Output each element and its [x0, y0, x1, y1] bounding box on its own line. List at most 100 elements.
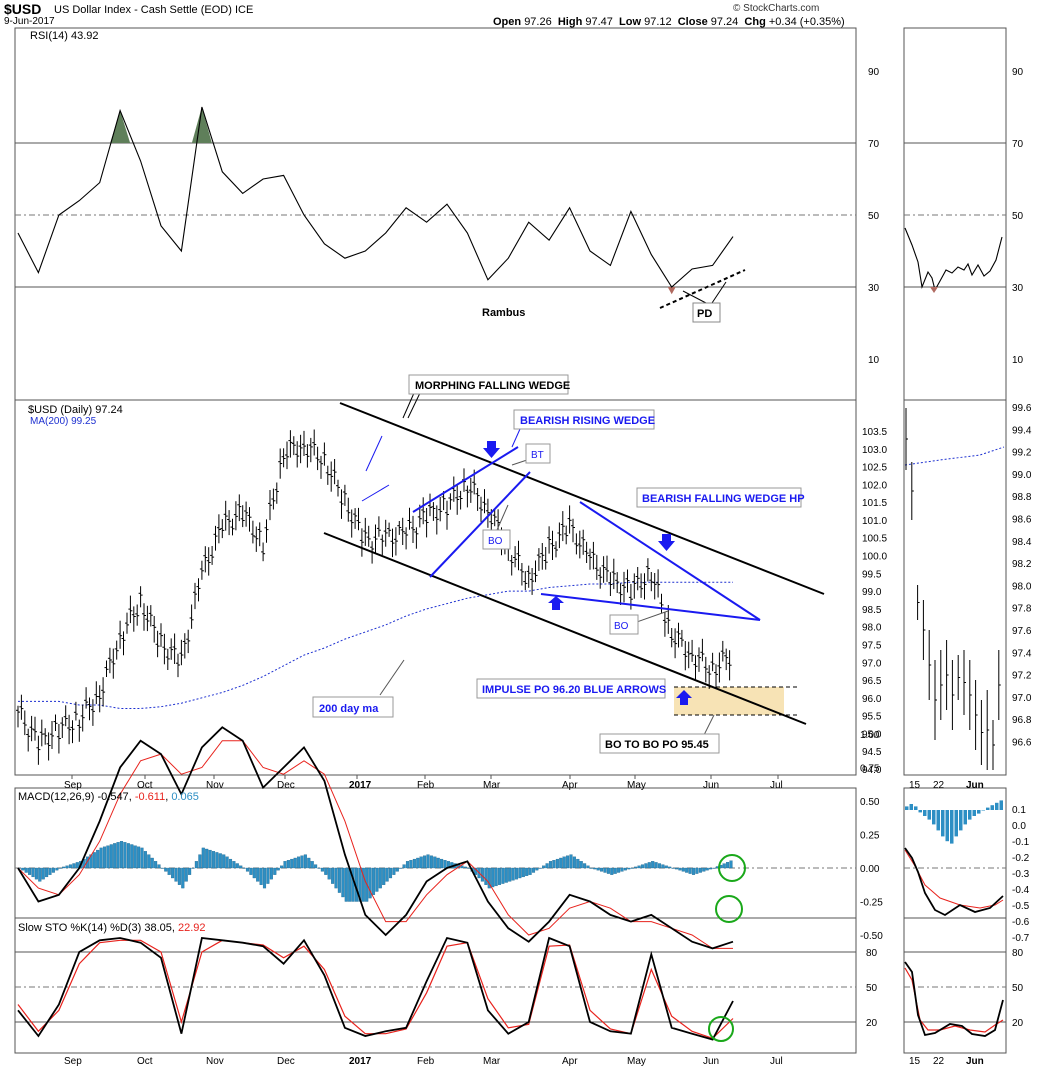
rsi-panel: 90 70 50 30 10 RSI(14) 43.92 Rambus PD: [15, 30, 880, 366]
month-label: Feb: [417, 780, 435, 791]
sto-d-value: 22.92: [178, 922, 206, 934]
macd-hist-bar: [242, 867, 246, 869]
macd-hist-bar: [297, 856, 301, 869]
macd-hist-bar: [75, 862, 79, 869]
macd-hist-bar: [303, 854, 307, 869]
macd-hist-bar: [174, 867, 178, 882]
macd-hist-bar: [167, 867, 171, 875]
rsi-tick-label: 70: [868, 139, 880, 150]
open-value: 97.26: [524, 16, 552, 28]
zoom-hist-bar: [986, 807, 990, 810]
zoom-price-tick: 96.8: [1012, 715, 1032, 726]
macd-hist-bar: [123, 842, 127, 869]
macd-tick-label: 0.25: [860, 831, 880, 842]
macd-hist-bar: [501, 867, 505, 884]
sto-ticks: 80 50 20: [866, 948, 878, 1029]
impulse-po-label: IMPULSE PO 96.20 BLUE ARROWS: [482, 684, 666, 696]
sto-k-line: [17, 936, 734, 1041]
macd-hist-bar: [171, 867, 175, 879]
zoom-macd-tick: 0.1: [1012, 805, 1026, 816]
macd-hist-bar: [51, 867, 55, 873]
macd-hist-bar: [392, 867, 396, 875]
macd-hist-bar: [276, 867, 280, 871]
macd-hist-bar: [467, 867, 471, 869]
bo-label-2: BO: [614, 621, 629, 632]
zoom-hist-bar: [959, 810, 963, 831]
price-tick-label: 95.0: [862, 729, 882, 740]
rsi-support-trendline: [659, 269, 746, 309]
pd-label: PD: [697, 308, 712, 320]
zoom-hist-bar: [977, 810, 981, 814]
macd-label: MACD(12,26,9): [18, 791, 94, 803]
small-channel-1: [365, 435, 383, 472]
bt-label: BT: [531, 450, 544, 461]
macd-hist-bar: [640, 864, 645, 869]
macd-hist-bar: [603, 867, 607, 873]
month-label: Feb: [417, 1056, 435, 1067]
zoom-price-tick: 98.6: [1012, 515, 1032, 526]
macd-signal-line: [17, 740, 733, 949]
macd-hist-bar: [463, 866, 467, 869]
macd-hist-bar: [617, 867, 621, 873]
rising-wedge-lower: [429, 471, 531, 578]
macd-hist-bar: [671, 867, 675, 869]
macd-line: [17, 726, 734, 950]
blue-annotations: [361, 435, 761, 621]
zoom-macd-tick: -0.7: [1012, 933, 1030, 944]
macd-hist-bar: [504, 867, 508, 883]
price-tick-label: 94.5: [862, 747, 882, 758]
macd-tick-label: 0.50: [860, 797, 880, 808]
price-tick-label: 95.5: [862, 712, 882, 723]
falling-wedge-upper: [579, 501, 761, 621]
macd-hist-bar: [562, 856, 566, 869]
macd-hist-bar: [58, 867, 62, 869]
zoom-hist-bar: [909, 804, 913, 810]
zoom-price-tick: 99.4: [1012, 425, 1032, 436]
price-tick-label: 96.5: [862, 676, 882, 687]
macd-hist-bar: [559, 857, 563, 869]
macd-hist-bar: [119, 841, 124, 869]
zoom-rsi-tick: 50: [1012, 211, 1024, 222]
annotation-morphing-falling-wedge: MORPHING FALLING WEDGE: [402, 374, 570, 419]
zoom-hist-bar: [918, 810, 922, 813]
macd-hist-bar: [300, 855, 304, 869]
zoom-hist-bar: [941, 810, 945, 837]
macd-hist-bar: [55, 867, 59, 871]
macd-hist-bar: [65, 865, 69, 869]
macd-hist-bar: [405, 861, 410, 869]
zoom-rsi-tick: 10: [1012, 355, 1024, 366]
zoom-hist-bar: [995, 802, 999, 810]
ticker-symbol: $USD: [4, 1, 42, 17]
panel-frames: [14, 27, 1007, 1054]
macd-hist-bar: [494, 867, 498, 887]
zoom-hist-bar: [932, 810, 936, 825]
macd-hist-bar: [211, 851, 216, 869]
zoom-price-tick: 96.6: [1012, 738, 1032, 749]
macd-hist-bar: [28, 867, 32, 875]
zoom-ticks: 90 70 50 30 10 99.6 99.4 99.2 99.0 98.8 98.6 98.4 98…: [1012, 67, 1032, 1029]
macd-hist-bar: [606, 867, 610, 874]
price-tick-label: 100.5: [862, 534, 887, 545]
macd-hist-bar: [31, 867, 35, 878]
sto-d-line: [17, 939, 734, 1039]
macd-hist-bar: [341, 867, 345, 898]
macd-hist-bar: [712, 867, 716, 869]
arrow-down-icon: [483, 441, 500, 458]
instrument-description: US Dollar Index - Cash Settle (EOD) ICE: [54, 4, 254, 16]
macd-panel: 1.00 0.75 0.50 0.25 0.00 -0.25 -0.50 MACD(12,2…: [15, 726, 883, 950]
high-label: High: [557, 16, 583, 28]
macd-hist-bar: [525, 867, 529, 876]
price-panel: 103.5 103.0 102.5 102.0 101.5 101.0 100.5 100.0…: [16, 374, 887, 791]
macd-tick-label: 0.75: [860, 764, 880, 775]
rsi-overbought-area: [110, 110, 131, 143]
month-label: Apr: [562, 780, 578, 791]
macd-hist-bar: [726, 862, 730, 869]
month-label: Mar: [483, 780, 501, 791]
sto-green-circle: [708, 1016, 734, 1042]
zoom-macd-tick: -0.1: [1012, 837, 1030, 848]
month-label: Mar: [483, 1056, 501, 1067]
macd-hist-bar: [688, 867, 692, 874]
macd-tick-label: -0.25: [860, 898, 883, 909]
price-month-labels: Sep Oct Nov Dec 2017 Feb Mar Apr May Jun Jul: [64, 780, 783, 791]
